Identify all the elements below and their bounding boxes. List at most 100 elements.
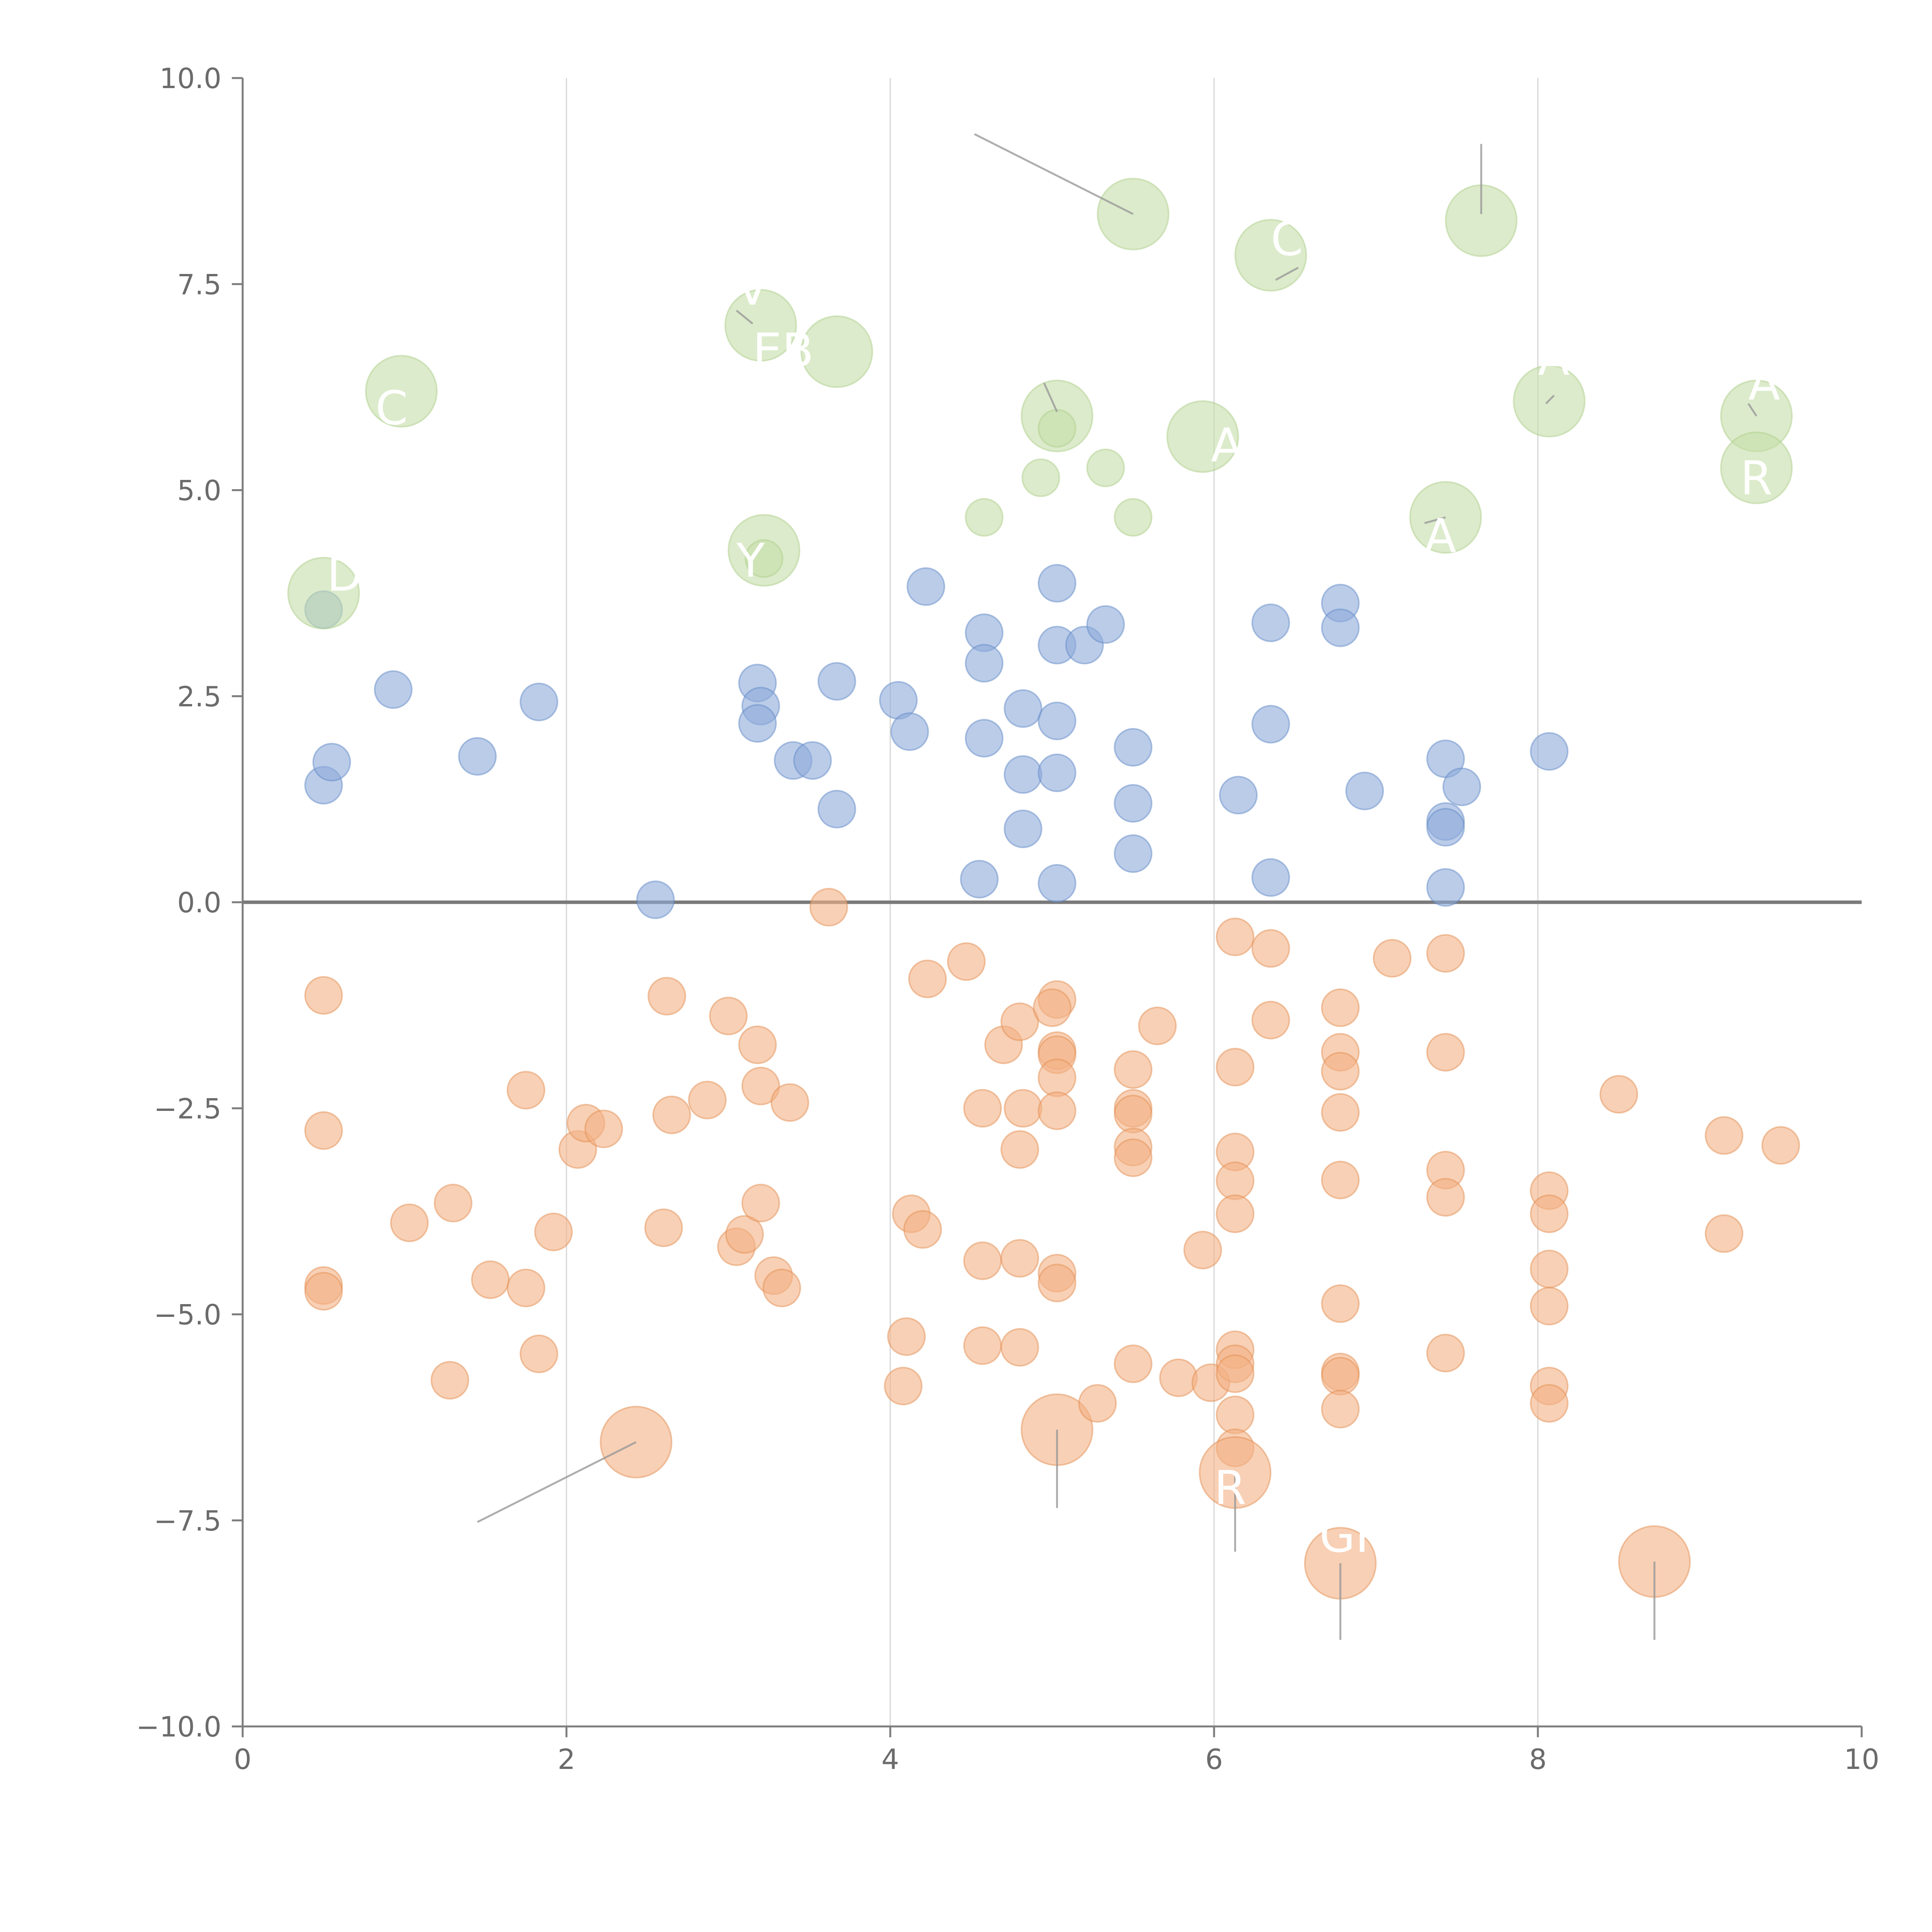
data-point-green	[1114, 498, 1153, 537]
point-label: D	[327, 548, 362, 602]
data-point-orange	[1426, 934, 1465, 973]
leader-line	[1747, 403, 1757, 417]
x-tick-label: 4	[881, 1743, 899, 1776]
x-tick-label: 0	[234, 1743, 252, 1776]
data-point-orange	[725, 1215, 764, 1254]
data-point-orange	[1321, 988, 1360, 1027]
data-point-orange	[1000, 1002, 1039, 1041]
data-point-blue	[1251, 858, 1290, 897]
leader-lines	[477, 133, 1757, 1640]
data-point-blue	[1426, 868, 1465, 907]
point-label: A	[1538, 332, 1570, 386]
data-point-blue	[1426, 808, 1465, 847]
data-point-green	[745, 539, 784, 578]
data-point-orange	[738, 1026, 777, 1065]
data-point-orange	[304, 1111, 343, 1150]
y-tick-label: 0.0	[177, 886, 221, 919]
data-point-blue	[906, 567, 946, 606]
data-point-orange	[1216, 1194, 1255, 1233]
data-point-green	[800, 315, 873, 388]
x-tick-label: 2	[558, 1743, 575, 1776]
data-point-orange	[1426, 1178, 1465, 1217]
data-point-blue	[458, 737, 497, 776]
data-point-orange	[1599, 1075, 1638, 1114]
data-point-green	[1021, 458, 1060, 497]
data-point-orange	[1704, 1116, 1743, 1155]
data-point-orange	[1216, 1395, 1255, 1434]
data-point-orange	[1078, 1384, 1117, 1423]
data-point-orange	[430, 1361, 469, 1400]
data-point-orange	[534, 1213, 573, 1252]
data-point-orange	[963, 1241, 1002, 1280]
data-point-orange	[1037, 1058, 1077, 1097]
data-point-blue	[1003, 689, 1043, 728]
data-point-blue	[1426, 739, 1465, 778]
data-point-orange	[1530, 1250, 1569, 1289]
data-point-blue	[738, 704, 777, 743]
data-point-orange	[1704, 1214, 1743, 1253]
data-point-blue	[1037, 701, 1077, 740]
data-point-orange	[519, 1334, 558, 1373]
leader-line	[736, 310, 753, 325]
point-label: R	[1740, 452, 1772, 505]
data-point-orange	[434, 1184, 473, 1223]
data-point-orange	[741, 1184, 780, 1223]
y-tick-label: 2.5	[177, 680, 221, 713]
tick-labels: 0 2 4 6 8 10 10.0 7.5 5.0 2.5 0.0 −2.5 −5.0 −7.5 −10.0	[136, 62, 1879, 1776]
data-point-orange	[1183, 1231, 1222, 1270]
data-point-blue	[312, 743, 351, 782]
data-point-green	[287, 557, 360, 630]
data-point-orange	[947, 942, 986, 981]
data-point-blue	[817, 662, 856, 701]
data-point-orange	[471, 1260, 510, 1299]
data-point-orange	[1114, 1095, 1153, 1134]
y-tick-label: 5.0	[177, 474, 221, 507]
data-point-green	[724, 289, 797, 362]
point-label: A	[1748, 357, 1780, 411]
data-point-orange	[1530, 1384, 1569, 1423]
data-point-orange	[1000, 1328, 1039, 1367]
x-tick-label: 6	[1205, 1743, 1223, 1776]
point-label: GR	[1319, 1509, 1387, 1563]
data-point-orange	[507, 1071, 546, 1110]
y-tick-label: 7.5	[177, 268, 221, 301]
data-point-orange	[1530, 1194, 1569, 1233]
data-point-blue	[1251, 603, 1290, 642]
data-point-blue	[519, 682, 558, 721]
data-point-orange	[963, 1089, 1002, 1128]
data-point-orange	[1216, 917, 1255, 956]
data-point-orange	[1321, 1093, 1360, 1132]
data-point-blue	[965, 644, 1004, 683]
data-point-orange	[770, 1083, 810, 1122]
data-point-green	[1037, 409, 1077, 448]
y-tick-label: −2.5	[154, 1092, 221, 1125]
leader-line	[1424, 516, 1446, 524]
point-label: C	[1271, 213, 1303, 267]
data-point-orange	[887, 1317, 926, 1356]
data-point-blue	[1003, 810, 1043, 849]
point-label: EB	[753, 324, 814, 378]
leader-line	[1275, 267, 1299, 281]
x-tick-label: 10	[1844, 1743, 1879, 1776]
data-point-blue	[636, 880, 675, 919]
data-point-orange	[1372, 939, 1412, 978]
data-point-green	[1720, 431, 1793, 504]
data-point-orange	[652, 1095, 691, 1134]
x-tick-label: 8	[1529, 1743, 1547, 1776]
data-point-orange	[1000, 1130, 1039, 1169]
data-point-blue	[1037, 753, 1077, 793]
data-point-blue	[1345, 772, 1384, 811]
y-tick-label: −10.0	[136, 1711, 221, 1743]
data-point-blue	[1037, 564, 1077, 603]
point-label: A	[1425, 509, 1456, 563]
y-tick-label: 10.0	[160, 62, 221, 95]
data-point-orange	[741, 1066, 780, 1105]
data-point-orange	[1321, 1160, 1360, 1199]
data-point-blue	[1003, 755, 1043, 794]
data-point-orange	[762, 1269, 801, 1308]
data-point-orange	[1426, 1333, 1465, 1372]
data-point-orange	[1003, 1089, 1043, 1128]
data-point-orange	[1114, 1138, 1153, 1177]
data-point-orange	[1216, 1161, 1255, 1200]
